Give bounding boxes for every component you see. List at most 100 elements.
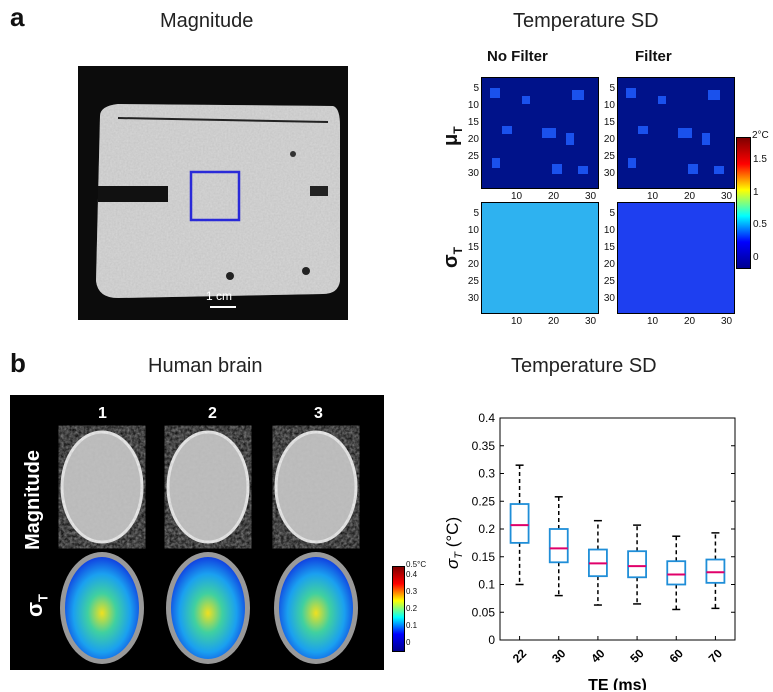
brain-col-3: 3 xyxy=(314,405,323,422)
col-head-filter: Filter xyxy=(635,48,672,65)
map-y-tick: 15 xyxy=(467,242,479,253)
colorbar-tick: 0.3 xyxy=(406,587,418,596)
plot-frame xyxy=(499,417,736,641)
phantom-magnitude-image: 1 cm xyxy=(78,66,348,320)
brain-magnitude-texture xyxy=(66,436,138,538)
brain-col-1: 1 xyxy=(98,405,107,422)
y-tick-label: 0.05 xyxy=(472,605,496,619)
map-y-tick: 10 xyxy=(603,100,615,111)
map-y-tick: 15 xyxy=(467,117,479,128)
x-tick-label: 30 xyxy=(549,646,569,666)
box xyxy=(627,550,647,579)
map-y-tick: 10 xyxy=(467,100,479,111)
panel-a-temperature-sd-title: Temperature SD xyxy=(513,10,659,32)
map-y-tick: 15 xyxy=(603,242,615,253)
map-x-tick: 10 xyxy=(647,316,659,327)
row-label-sigma-t: σT xyxy=(440,246,465,268)
box xyxy=(509,503,530,544)
map-y-tick: 20 xyxy=(467,259,479,270)
map-mu-no-filter xyxy=(481,77,599,189)
colorbar-tick: 0.1 xyxy=(406,621,418,630)
map-y-tick: 10 xyxy=(603,225,615,236)
y-tick-label: 0.15 xyxy=(472,550,496,564)
brain-col-2: 2 xyxy=(208,405,217,422)
row-label-mu-t: μT xyxy=(440,126,465,146)
brain-magnitude-texture xyxy=(280,436,352,538)
brain-row-magnitude: Magnitude xyxy=(22,450,44,550)
map-y-tick: 20 xyxy=(467,134,479,145)
x-tick-label: 60 xyxy=(667,646,687,666)
y-tick-label: 0.3 xyxy=(478,467,495,481)
panel-a-colorbar xyxy=(736,137,751,269)
box xyxy=(548,528,569,564)
map-y-tick: 30 xyxy=(603,293,615,304)
map-x-tick: 10 xyxy=(511,191,523,202)
box xyxy=(666,560,687,586)
map-y-tick: 5 xyxy=(609,83,615,94)
map-y-tick: 10 xyxy=(467,225,479,236)
col-head-no-filter: No Filter xyxy=(487,48,548,65)
panel-b-human-brain-title: Human brain xyxy=(148,355,263,377)
colorbar-tick: 1.5 xyxy=(753,154,767,165)
colorbar-tick: 0.4 xyxy=(406,570,418,579)
panel-b-temperature-sd-title: Temperature SD xyxy=(511,355,657,377)
colorbar-tick: 1 xyxy=(753,186,759,198)
map-y-tick: 25 xyxy=(467,276,479,287)
y-tick-label: 0.4 xyxy=(478,411,495,425)
map-mu-filter xyxy=(617,77,735,189)
map-y-tick: 30 xyxy=(467,293,479,304)
colorbar-tick: 0.5 xyxy=(753,219,767,230)
panel-b-colorbar xyxy=(392,566,405,652)
box xyxy=(705,558,726,584)
y-tick-label: 0 xyxy=(488,633,495,647)
y-tick-label: 0.1 xyxy=(478,578,495,592)
map-x-tick: 10 xyxy=(647,191,659,202)
map-y-tick: 5 xyxy=(473,208,479,219)
x-tick-label: 70 xyxy=(706,646,726,666)
y-tick-label: 0.25 xyxy=(472,494,496,508)
scale-bar-label: 1 cm xyxy=(206,289,233,303)
colorbar-tick: 0.2 xyxy=(406,604,418,613)
x-tick-label: 40 xyxy=(588,646,608,666)
x-tick-label: 50 xyxy=(627,646,647,666)
map-x-tick: 30 xyxy=(585,316,597,327)
map-y-tick: 25 xyxy=(603,276,615,287)
map-x-tick: 30 xyxy=(721,316,733,327)
map-x-tick: 10 xyxy=(511,316,523,327)
brain-sigma-map xyxy=(279,557,353,659)
map-x-tick: 20 xyxy=(684,316,696,327)
panel-b-colorbar-top-label: 0.5°C xyxy=(406,560,427,569)
colorbar-tick: 0 xyxy=(753,251,759,263)
map-y-tick: 25 xyxy=(467,151,479,162)
colorbar-tick: 0 xyxy=(406,638,411,647)
boxplot-y-axis-label: σT (°C) xyxy=(443,517,465,569)
map-y-tick: 30 xyxy=(603,168,615,179)
y-tick-label: 0.35 xyxy=(472,439,496,453)
temperature-sd-boxplot: 0 0.05 0.1 0.15 0.2 0.25 0.3 0.35 0.4 22 30 40 50 60 7… xyxy=(443,411,736,690)
brain-sigma-map xyxy=(65,557,139,659)
panel-a-colorbar-top-label: 2°C xyxy=(752,130,769,141)
map-y-tick: 5 xyxy=(473,83,479,94)
brain-row-sigma-t: σT xyxy=(22,593,51,617)
map-y-tick: 5 xyxy=(609,208,615,219)
brain-image-panel: 1 2 3 Magnitude σT xyxy=(10,395,384,670)
map-y-tick: 20 xyxy=(603,259,615,270)
x-tick-label: 22 xyxy=(510,646,530,666)
map-x-tick: 30 xyxy=(585,191,597,202)
panel-a-letter: a xyxy=(10,2,25,32)
y-tick-label: 0.2 xyxy=(478,522,495,536)
map-x-tick: 30 xyxy=(721,191,733,202)
map-y-tick: 30 xyxy=(467,168,479,179)
map-x-tick: 20 xyxy=(548,191,560,202)
panel-a-magnitude-title: Magnitude xyxy=(160,10,254,32)
brain-magnitude-texture xyxy=(172,436,244,538)
panel-b-letter: b xyxy=(10,348,26,378)
map-sigma-filter xyxy=(617,202,735,314)
boxplot-x-axis-label: TE (ms) xyxy=(588,677,647,690)
map-x-tick: 20 xyxy=(548,316,560,327)
map-x-tick: 20 xyxy=(684,191,696,202)
map-sigma-no-filter xyxy=(481,202,599,314)
brain-sigma-map xyxy=(171,557,245,659)
map-y-tick: 25 xyxy=(603,151,615,162)
map-y-tick: 20 xyxy=(603,134,615,145)
